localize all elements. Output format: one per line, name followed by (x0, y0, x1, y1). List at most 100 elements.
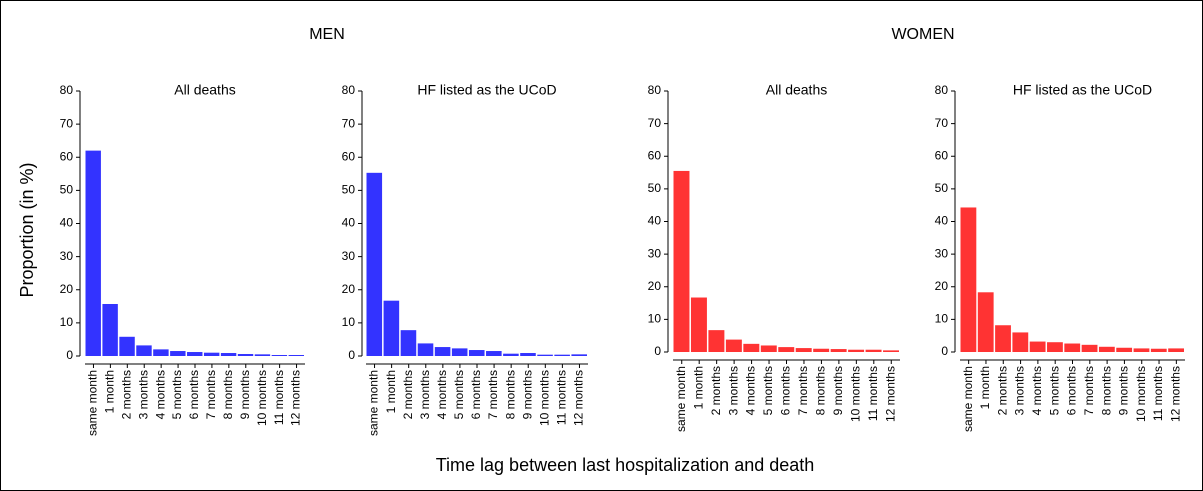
bar (383, 300, 400, 356)
y-tick-label: 60 (935, 148, 949, 162)
y-tick-label: 60 (60, 149, 74, 163)
y-tick-label: 50 (60, 183, 74, 197)
bar (795, 348, 812, 352)
y-tick-label: 80 (935, 83, 949, 97)
x-tick-label: 1 month (978, 366, 992, 409)
y-tick-label: 40 (648, 214, 662, 228)
x-tick-label: same month (961, 366, 975, 432)
x-tick-label: 6 months (779, 366, 793, 415)
x-tick-label: same month (86, 370, 100, 436)
bar (760, 345, 777, 352)
x-tick-label: 8 months (503, 370, 517, 419)
bar (136, 345, 152, 356)
y-tick-label: 70 (342, 116, 356, 130)
bar (417, 343, 434, 356)
x-tick-label: 10 months (849, 366, 863, 422)
x-tick-label: 2 months (401, 370, 415, 419)
x-tick-label: 2 months (995, 366, 1009, 415)
bar (451, 348, 468, 356)
x-tick-label: 8 months (1099, 366, 1113, 415)
x-tick-label: 10 months (255, 370, 269, 426)
bar (725, 339, 742, 352)
y-tick-label: 70 (935, 116, 949, 130)
bar (960, 207, 977, 352)
bar (1116, 347, 1133, 352)
x-tick-label: 11 months (866, 366, 880, 421)
y-tick-label: 60 (342, 149, 356, 163)
bar (468, 350, 485, 356)
x-tick-label: 1 month (691, 366, 705, 409)
bar (1047, 342, 1063, 352)
y-tick-label: 30 (342, 249, 356, 263)
bar (995, 325, 1011, 352)
x-tick-label: 9 months (1117, 366, 1131, 415)
x-tick-label: 11 months (1151, 366, 1165, 421)
x-tick-label: 4 months (744, 366, 758, 415)
y-tick-label: 30 (648, 246, 662, 260)
bar (865, 349, 882, 352)
y-tick-label: 0 (941, 344, 948, 358)
x-axis-label: Time lag between last hospitalization an… (436, 455, 815, 475)
bar (434, 347, 451, 356)
y-tick-label: 80 (60, 83, 74, 97)
bar (400, 330, 417, 356)
x-tick-label: 12 months (572, 370, 586, 426)
bar (237, 354, 254, 356)
y-tick-label: 40 (342, 216, 356, 230)
bar (1029, 341, 1046, 352)
bar (848, 349, 865, 352)
x-tick-label: 9 months (520, 370, 534, 419)
x-tick-label: 5 months (170, 370, 184, 419)
chart-title: HF listed as the UCoD (1013, 82, 1152, 98)
y-tick-label: 70 (648, 116, 662, 130)
x-tick-label: 7 months (204, 370, 218, 419)
chart-title: All deaths (766, 82, 827, 98)
bar (119, 336, 135, 356)
x-tick-label: 4 months (153, 370, 167, 419)
y-tick-label: 20 (342, 282, 356, 296)
y-tick-label: 20 (60, 282, 74, 296)
bar (1064, 343, 1081, 352)
x-tick-label: 3 months (726, 366, 740, 415)
bar (254, 354, 271, 356)
y-tick-label: 30 (60, 249, 74, 263)
bar (153, 349, 169, 356)
bar (486, 351, 502, 356)
x-tick-label: 1 month (103, 370, 117, 413)
x-tick-label: 7 months (796, 366, 810, 415)
chart-title: HF listed as the UCoD (417, 82, 556, 98)
y-tick-label: 0 (66, 348, 73, 362)
x-tick-label: same month (367, 370, 381, 436)
bar (743, 343, 760, 352)
x-tick-label: 2 months (119, 370, 133, 419)
y-tick-label: 10 (342, 315, 356, 329)
bar (673, 170, 690, 352)
x-tick-label: 10 months (1134, 366, 1148, 422)
x-tick-label: 5 months (761, 366, 775, 415)
x-tick-label: 3 months (418, 370, 432, 419)
y-axis-label: Proportion (in %) (17, 162, 37, 297)
x-tick-label: 2 months (709, 366, 723, 415)
x-tick-label: 8 months (221, 370, 235, 419)
x-tick-label: 3 months (136, 370, 150, 419)
bar (1133, 348, 1150, 352)
bar (571, 354, 587, 356)
bar (271, 355, 288, 356)
x-tick-label: 10 months (537, 370, 551, 426)
y-tick-label: 80 (648, 83, 662, 97)
bar (520, 353, 536, 356)
bar (203, 352, 220, 356)
y-tick-label: 30 (935, 246, 949, 260)
bar (708, 330, 725, 352)
group-label: WOMEN (891, 26, 954, 43)
bar (1168, 348, 1184, 352)
y-tick-label: 20 (648, 279, 662, 293)
y-tick-label: 80 (342, 83, 356, 97)
y-tick-label: 10 (935, 312, 949, 326)
bar (883, 350, 899, 352)
bar (554, 354, 570, 356)
bar (690, 297, 707, 352)
x-tick-label: 6 months (187, 370, 201, 419)
y-tick-label: 10 (648, 312, 662, 326)
